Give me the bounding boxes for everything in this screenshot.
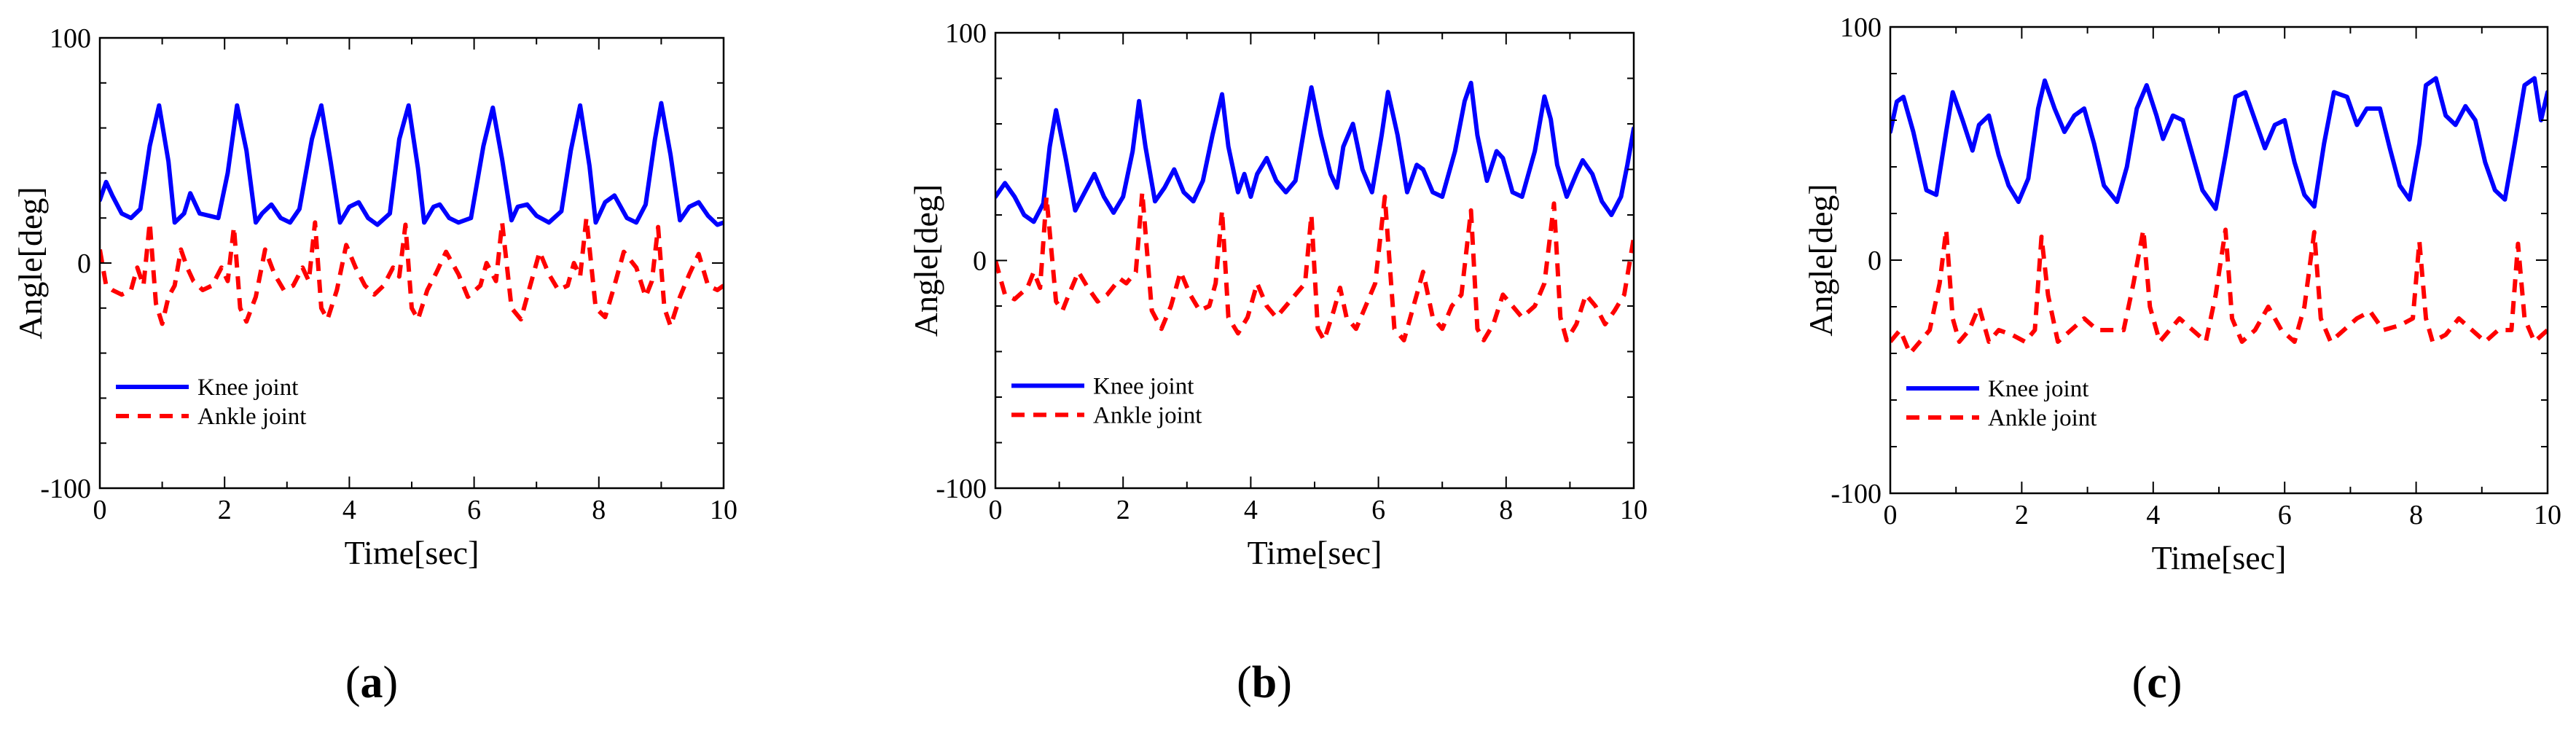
series-line-knee-joint xyxy=(1890,76,2548,211)
x-tick-label: 10 xyxy=(710,495,737,525)
panel-label: (b) xyxy=(1237,658,1292,707)
x-tick-label: 0 xyxy=(1884,500,1898,530)
x-tick-label: 8 xyxy=(1499,495,1513,525)
series-line-ankle-joint xyxy=(100,216,724,329)
x-tick-label: 2 xyxy=(218,495,232,525)
x-tick-label: 4 xyxy=(2146,500,2160,530)
series-line-ankle-joint xyxy=(1890,227,2548,356)
legend-label-ankle-joint: Ankle joint xyxy=(197,404,306,430)
y-axis-label: Angle[deg] xyxy=(907,184,944,337)
x-tick-label: 10 xyxy=(2534,500,2561,530)
x-axis-label: Time[sec] xyxy=(345,534,479,571)
legend-label-ankle-joint: Ankle joint xyxy=(1988,405,2097,431)
x-axis-label: Time[sec] xyxy=(2152,539,2287,576)
x-tick-label: 2 xyxy=(2015,500,2029,530)
x-axis-label: Time[sec] xyxy=(1248,534,1382,571)
y-tick-label: 100 xyxy=(50,23,91,54)
y-tick-label: 0 xyxy=(77,248,91,279)
y-tick-label: 0 xyxy=(973,246,987,277)
y-tick-label: 100 xyxy=(945,18,987,49)
panel-label: (a) xyxy=(345,658,398,707)
y-tick-label: -100 xyxy=(40,474,91,504)
y-axis-label: Angle[deg] xyxy=(1802,184,1839,336)
series-line-knee-joint xyxy=(100,101,724,227)
y-tick-label: 0 xyxy=(1868,246,1882,276)
x-tick-label: 6 xyxy=(467,495,481,525)
legend-label-knee-joint: Knee joint xyxy=(1093,373,1194,399)
x-tick-label: 8 xyxy=(592,495,606,525)
x-tick-label: 4 xyxy=(1244,495,1258,525)
legend-label-knee-joint: Knee joint xyxy=(1988,376,2088,402)
x-tick-label: 10 xyxy=(1620,495,1648,525)
legend-label-knee-joint: Knee joint xyxy=(197,375,298,401)
series-line-ankle-joint xyxy=(995,189,1634,342)
y-tick-label: 100 xyxy=(1840,12,1882,43)
panel-label: (c) xyxy=(2132,658,2182,707)
x-tick-label: 0 xyxy=(989,495,1003,525)
series-line-knee-joint xyxy=(995,80,1634,224)
x-tick-label: 0 xyxy=(93,495,107,525)
y-axis-label: Angle[deg] xyxy=(12,187,49,339)
y-tick-label: -100 xyxy=(936,474,987,504)
x-tick-label: 4 xyxy=(342,495,356,525)
legend-label-ankle-joint: Ankle joint xyxy=(1093,402,1202,428)
x-tick-label: 6 xyxy=(2278,500,2292,530)
y-tick-label: -100 xyxy=(1831,479,1882,509)
x-tick-label: 6 xyxy=(1371,495,1385,525)
x-tick-label: 8 xyxy=(2409,500,2423,530)
x-tick-label: 2 xyxy=(1116,495,1130,525)
